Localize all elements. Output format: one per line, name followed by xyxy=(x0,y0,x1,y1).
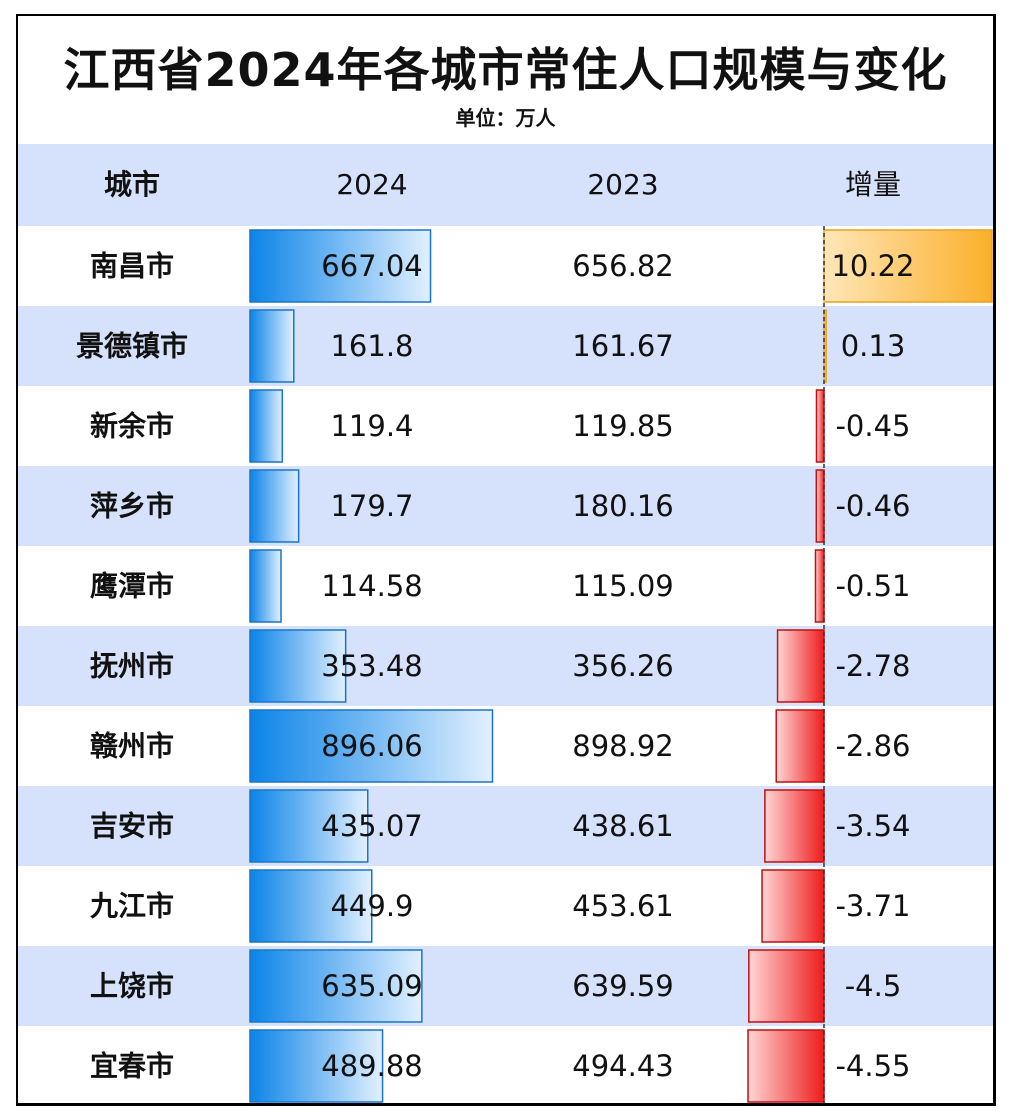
value-2024: 114.58 xyxy=(321,569,422,603)
value-2023: 453.61 xyxy=(572,889,673,923)
city-label: 鹰潭市 xyxy=(90,570,174,603)
bar-2024 xyxy=(249,709,494,783)
header-2023: 2023 xyxy=(587,168,659,201)
value-2024: 667.04 xyxy=(321,249,422,283)
row-band xyxy=(18,306,993,386)
bar-change-negative xyxy=(761,869,825,943)
bar-2024 xyxy=(249,789,369,863)
value-2024: 161.8 xyxy=(330,329,413,363)
bar-change-negative xyxy=(775,709,825,783)
value-2024: 635.09 xyxy=(321,969,422,1003)
value-2024: 119.4 xyxy=(330,409,413,443)
value-2023: 438.61 xyxy=(572,809,673,843)
value-2023: 639.59 xyxy=(572,969,673,1003)
bar-2024 xyxy=(249,469,300,543)
row-band xyxy=(18,626,993,706)
header-change: 增量 xyxy=(844,168,901,201)
value-2023: 656.82 xyxy=(572,249,673,283)
value-change: -0.51 xyxy=(835,569,910,603)
value-2024: 489.88 xyxy=(321,1049,422,1083)
value-2023: 898.92 xyxy=(572,729,673,763)
bar-change-negative xyxy=(764,789,825,863)
bar-2024 xyxy=(249,629,347,703)
bar-2024 xyxy=(249,1029,384,1103)
chart-title: 江西省2024年各城市常住人口规模与变化 xyxy=(63,43,948,97)
bar-change-negative xyxy=(747,1029,825,1103)
bar-2024 xyxy=(249,229,432,303)
value-2024: 435.07 xyxy=(321,809,422,843)
header-2024: 2024 xyxy=(336,168,408,201)
value-change: -0.46 xyxy=(835,489,910,523)
value-2023: 356.26 xyxy=(572,649,673,683)
value-2023: 494.43 xyxy=(572,1049,673,1083)
bar-2024 xyxy=(249,549,282,623)
value-2024: 179.7 xyxy=(330,489,413,523)
city-label: 吉安市 xyxy=(90,810,174,843)
value-change: -3.71 xyxy=(835,889,910,923)
table-header-row: 城市 2024 2023 增量 xyxy=(18,144,993,226)
value-change: 10.22 xyxy=(831,249,914,283)
bar-change-negative xyxy=(748,949,825,1023)
bar-change-negative xyxy=(814,549,825,623)
value-change: -4.55 xyxy=(835,1049,910,1083)
city-label: 抚州市 xyxy=(90,650,174,683)
value-change: -3.54 xyxy=(835,809,910,843)
city-label: 南昌市 xyxy=(90,250,174,283)
bar-2024 xyxy=(249,869,373,943)
value-2024: 449.9 xyxy=(330,889,413,923)
chart-frame: 江西省2024年各城市常住人口规模与变化 单位：万人 城市 2024 2023 … xyxy=(16,14,996,1106)
value-2023: 119.85 xyxy=(572,409,673,443)
row-band xyxy=(18,466,993,546)
value-change: -4.5 xyxy=(845,969,902,1003)
city-label: 九江市 xyxy=(90,890,174,923)
bar-2024 xyxy=(249,309,295,383)
bar-2024 xyxy=(249,949,423,1023)
city-label: 萍乡市 xyxy=(90,490,174,523)
bar-change-negative xyxy=(815,469,825,543)
city-label: 景德镇市 xyxy=(76,330,188,363)
value-2023: 161.67 xyxy=(572,329,673,363)
table-body: 南昌市 667.04 656.82 10.22 景德镇市 161.8 161.67 0.13 新… xyxy=(18,226,993,1103)
city-label: 宜春市 xyxy=(90,1050,174,1083)
city-label: 新余市 xyxy=(90,410,174,443)
value-2024: 896.06 xyxy=(321,729,422,763)
value-2023: 115.09 xyxy=(572,569,673,603)
bar-change-positive xyxy=(823,229,993,303)
chart-subtitle: 单位：万人 xyxy=(455,106,556,130)
bar-change-negative xyxy=(815,389,825,463)
city-label: 赣州市 xyxy=(90,730,174,763)
value-change: -2.86 xyxy=(835,729,910,763)
value-change: 0.13 xyxy=(841,329,906,363)
bar-change-negative xyxy=(776,629,825,703)
value-2023: 180.16 xyxy=(572,489,673,523)
bar-2024 xyxy=(249,389,284,463)
row-band xyxy=(18,946,993,1026)
row-band xyxy=(18,786,993,866)
value-change: -2.78 xyxy=(835,649,910,683)
city-label: 上饶市 xyxy=(90,970,174,1003)
header-city: 城市 xyxy=(103,168,160,201)
value-change: -0.45 xyxy=(835,409,910,443)
value-2024: 353.48 xyxy=(321,649,422,683)
